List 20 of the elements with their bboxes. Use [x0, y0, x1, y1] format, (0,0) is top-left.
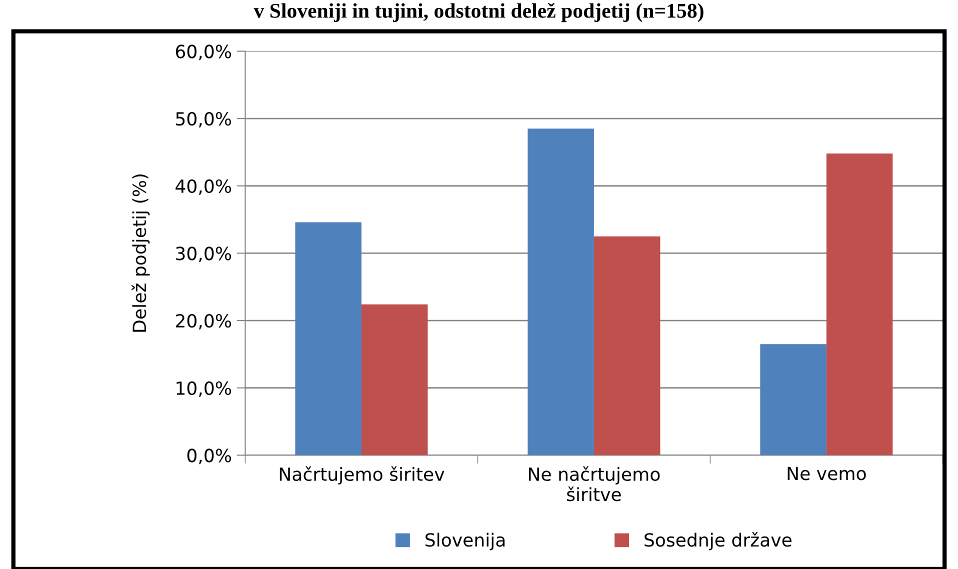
x-tick-label: Ne vemo [788, 466, 866, 480]
y-tick-label: 10,0% [176, 381, 232, 397]
bar [826, 154, 893, 456]
y-tick-label: 20,0% [176, 314, 232, 330]
chart-title: v Sloveniji in tujini, odstotni delež podjetij (n=158) [254, 2, 704, 22]
bar [528, 128, 594, 456]
y-tick-label: 0,0% [187, 448, 232, 464]
y-tick-label: 50,0% [176, 112, 232, 128]
y-axis-title: Delež podjetij (%) [132, 174, 150, 332]
y-tick-label: 40,0% [176, 179, 232, 195]
x-tick-label: Ne načrtujemo širitve [528, 466, 660, 502]
bar [295, 222, 362, 456]
y-tick-label: 30,0% [176, 246, 232, 262]
bar [361, 304, 428, 456]
legend-label: Sosednje države [644, 532, 792, 550]
legend-label: Slovenija [426, 532, 505, 550]
bar [760, 344, 826, 456]
x-tick-label: Načrtujemo širitev [280, 466, 444, 485]
y-tick-label: 60,0% [176, 44, 232, 60]
bar [594, 236, 660, 456]
